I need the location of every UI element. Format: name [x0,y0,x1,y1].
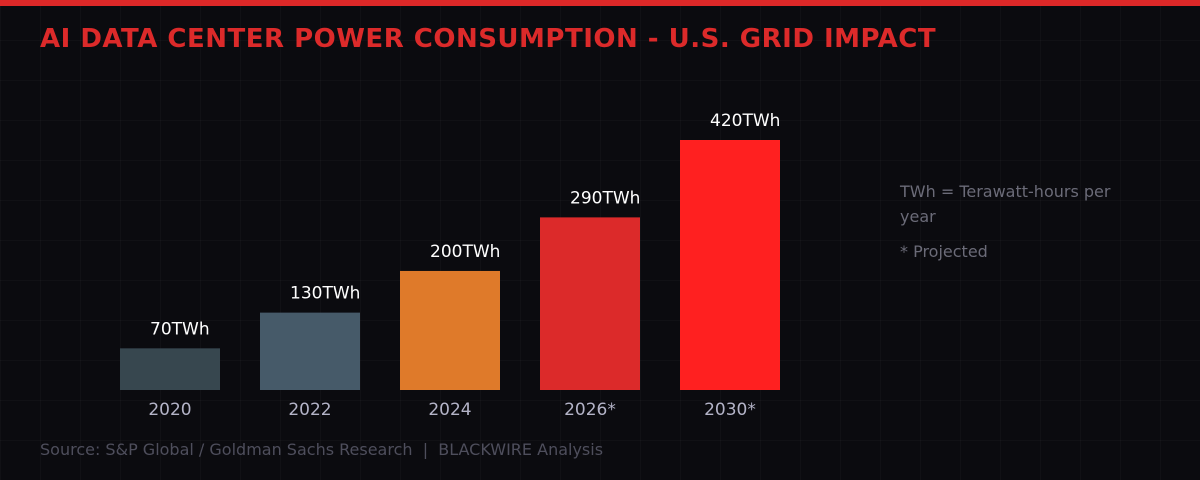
projected-note: * Projected [900,242,988,261]
bar-2030 [680,140,780,390]
x-tick-label: 2026* [564,400,616,420]
x-tick-label: 2022 [288,400,331,420]
data-label: 70TWh [150,319,210,339]
bar-2024 [400,270,500,390]
chart-title: AI DATA CENTER POWER CONSUMPTION - U.S. … [40,24,937,54]
data-label: 420TWh [710,111,780,131]
unit-note: TWh = Terawatt-hours per year [900,182,1111,226]
x-tick-label: 2020 [148,400,191,420]
source-text: Source: S&P Global / Goldman Sachs Resea… [40,440,604,459]
bar-2022 [260,312,360,390]
x-tick-label: 2030* [704,400,756,420]
data-label: 290TWh [570,188,640,208]
bar-2026 [540,217,640,390]
top-accent-bar [0,0,1200,6]
x-tick-label: 2024 [428,400,471,420]
data-label: 200TWh [430,242,500,262]
data-label: 130TWh [290,284,360,304]
bar-2020 [120,348,220,390]
